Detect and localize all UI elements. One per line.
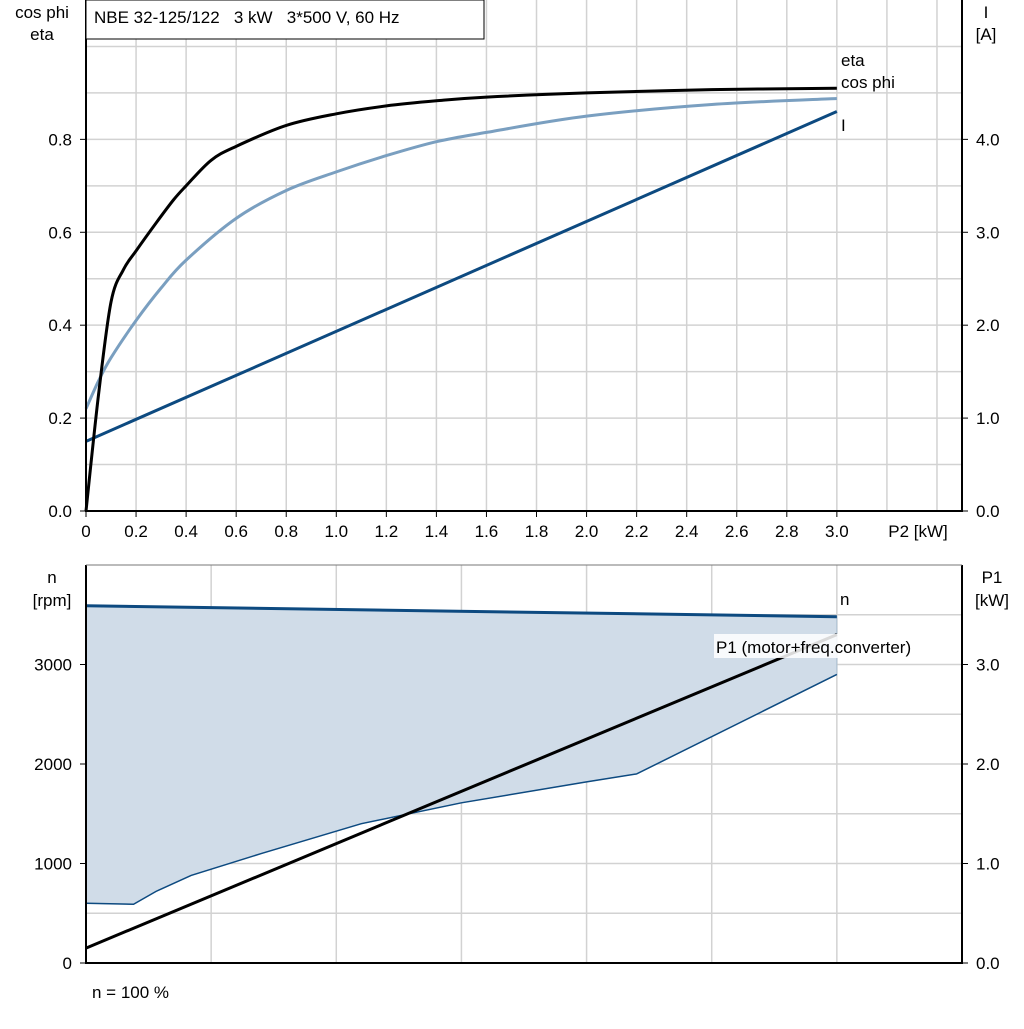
series-label-p1-bg — [714, 634, 960, 658]
x-tick-label: 0.2 — [124, 522, 148, 541]
x-tick-label: 3.0 — [825, 522, 849, 541]
p1-tick-label: 0.0 — [976, 954, 1000, 973]
series-label-i: I — [841, 116, 846, 135]
n-tick-label: 0 — [63, 954, 72, 973]
chart-title: NBE 32-125/122 3 kW 3*500 V, 60 Hz — [94, 8, 400, 27]
n-tick-label: 2000 — [34, 755, 72, 774]
top-xlabel: P2 [kW] — [888, 522, 948, 541]
top-right-ylabel-unit: [A] — [976, 25, 997, 44]
series-label-eta: eta — [841, 51, 865, 70]
p1-line — [85, 633, 838, 950]
top-grid — [86, 0, 962, 511]
top-left-ylabel-cosphi: cos phi — [15, 3, 69, 22]
series-label-p1: P1 (motor+freq.converter) — [716, 638, 911, 657]
y-left-tick-label: 0.6 — [48, 223, 72, 242]
bottom-footer: n = 100 % — [92, 983, 169, 1002]
n-tick-label: 1000 — [34, 855, 72, 874]
current-line — [85, 110, 838, 443]
x-tick-label: 2.0 — [575, 522, 599, 541]
top-right-ylabel-i: I — [984, 3, 989, 22]
x-tick-label: 0.6 — [224, 522, 248, 541]
y-right-tick-label: 1.0 — [976, 409, 1000, 428]
x-tick-label: 2.2 — [625, 522, 649, 541]
y-left-tick-label: 0.4 — [48, 316, 72, 335]
x-tick-label: 0 — [81, 522, 90, 541]
p1-tick-label: 3.0 — [976, 656, 1000, 675]
y-right-tick-label: 3.0 — [976, 223, 1000, 242]
x-tick-label: 0.4 — [174, 522, 198, 541]
series-label-n: n — [840, 590, 849, 609]
n-min-line — [85, 673, 838, 906]
series-layer — [84, 86, 838, 950]
y-right-tick-label: 2.0 — [976, 316, 1000, 335]
x-tick-label: 1.8 — [525, 522, 549, 541]
x-tick-label: 1.2 — [375, 522, 399, 541]
x-tick-label: 0.8 — [274, 522, 298, 541]
cosphi-line — [84, 96, 837, 410]
tick-labels: 0 0.2 0.4 0.6 0.8 1.0 1.2 1.4 1.6 1.8 2.0 2.2 2.4 2.6… — [34, 130, 999, 973]
x-tick-label: 2.8 — [775, 522, 799, 541]
x-tick-label: 1.4 — [425, 522, 449, 541]
bottom-right-ylabel-p1: P1 — [982, 568, 1003, 587]
y-left-tick-label: 0.8 — [48, 130, 72, 149]
x-tick-label: 1.6 — [475, 522, 499, 541]
title-box — [85, 0, 485, 40]
p1-tick-label: 1.0 — [976, 855, 1000, 874]
n-tick-label: 3000 — [34, 656, 72, 675]
series-label-cosphi: cos phi — [841, 73, 895, 92]
top-left-ylabel-eta: eta — [30, 25, 54, 44]
bottom-left-ylabel-n: n — [47, 568, 56, 587]
y-left-tick-label: 0.0 — [48, 502, 72, 521]
x-tick-label: 2.6 — [725, 522, 749, 541]
x-tick-label: 2.4 — [675, 522, 699, 541]
bottom-right-ylabel-unit: [kW] — [975, 591, 1009, 610]
y-left-tick-label: 0.2 — [48, 409, 72, 428]
p1-tick-label: 2.0 — [976, 755, 1000, 774]
y-right-tick-label: 4.0 — [976, 130, 1000, 149]
n-line — [85, 604, 837, 619]
eta-line — [84, 86, 837, 512]
x-tick-label: 1.0 — [324, 522, 348, 541]
bottom-left-ylabel-unit: [rpm] — [33, 591, 72, 610]
y-right-tick-label: 0.0 — [976, 502, 1000, 521]
